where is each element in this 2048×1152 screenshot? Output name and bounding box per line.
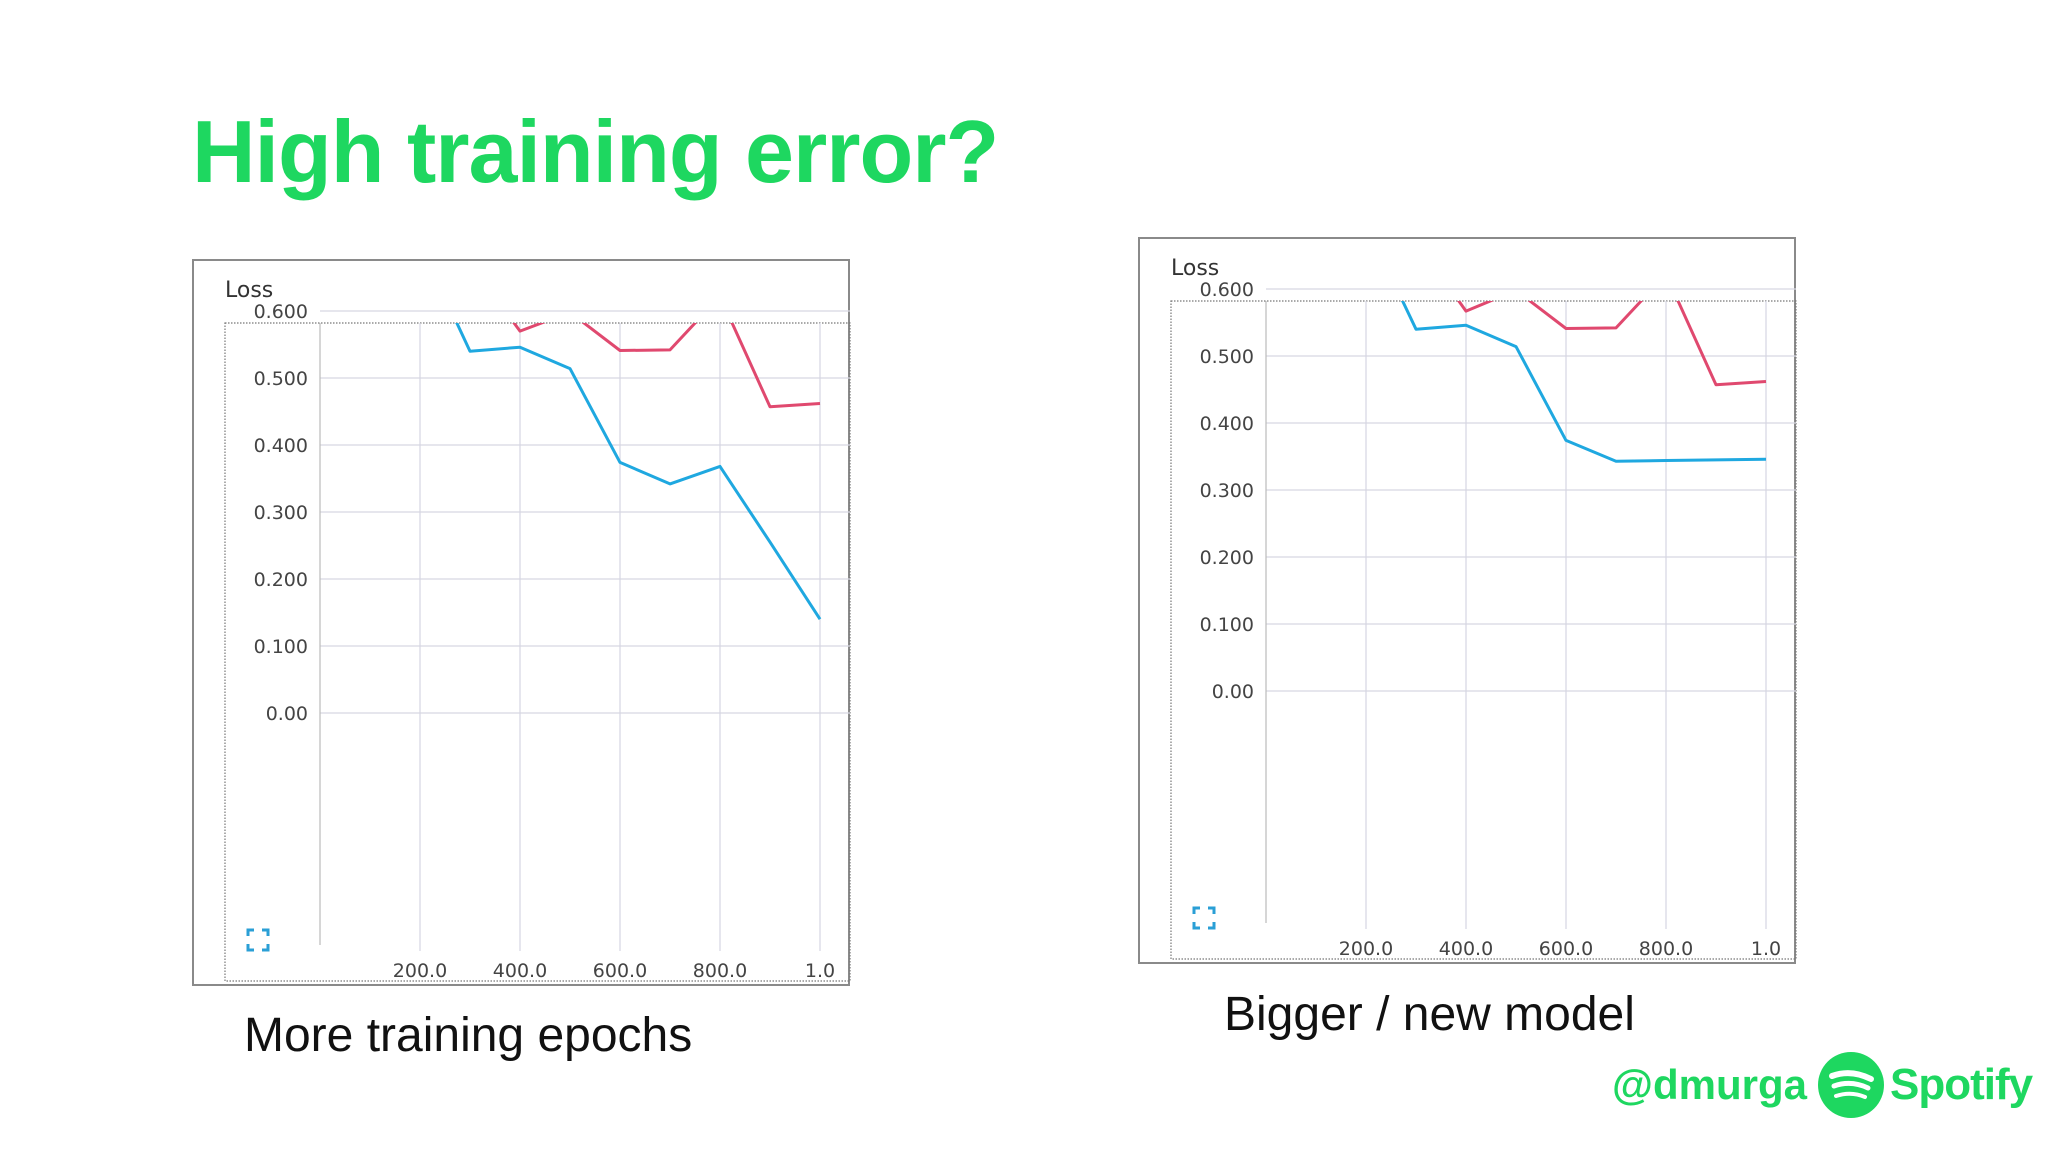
x-tick-label: 800.0 xyxy=(1639,938,1693,960)
y-tick-label: 0.500 xyxy=(254,368,308,390)
author-handle: @dmurga xyxy=(1612,1061,1807,1108)
y-tick-label: 0.500 xyxy=(1200,346,1254,368)
y-tick-label: 0.400 xyxy=(1200,413,1254,435)
loss-chart-1: 0.7000.6000.5000.4000.3000.2000.1000.002… xyxy=(224,301,851,982)
fullscreen-icon[interactable] xyxy=(1192,906,1216,930)
x-tick-label: 400.0 xyxy=(493,960,547,982)
y-tick-label: 0.00 xyxy=(1212,681,1254,703)
y-tick-label: 0.400 xyxy=(254,435,308,457)
caption-more-training-epochs: More training epochs xyxy=(244,1009,693,1062)
brand-name: Spotify xyxy=(1890,1060,2033,1109)
loss-series-line-1 xyxy=(512,323,821,409)
spotify-logo-icon xyxy=(1818,1052,1884,1118)
loss-chart-panel-1: Loss 0.7000.6000.5000.4000.3000.2000.100… xyxy=(192,259,851,986)
loss-series-line-2 xyxy=(455,323,822,621)
x-tick-label: 600.0 xyxy=(593,960,647,982)
y-tick-label: 0.00 xyxy=(266,703,308,725)
y-tick-label: 0.200 xyxy=(254,569,308,591)
y-tick-label: 0.100 xyxy=(1200,614,1254,636)
y-tick-label: 0.600 xyxy=(254,301,308,323)
y-tick-label: 0.100 xyxy=(254,636,308,658)
caption-bigger-new-model: Bigger / new model xyxy=(1224,988,1635,1041)
x-tick-label: 200.0 xyxy=(1339,938,1393,960)
y-tick-label: 0.300 xyxy=(1200,480,1254,502)
x-tick-label: 800.0 xyxy=(693,960,747,982)
loss-chart-2: 0.7000.6000.5000.4000.3000.2000.1000.002… xyxy=(1170,279,1797,960)
y-tick-label: 0.600 xyxy=(1200,279,1254,301)
spotify-brand: Spotify xyxy=(1818,1052,2033,1118)
plot-frame xyxy=(224,322,851,982)
loss-series-line-2 xyxy=(1400,301,1767,463)
y-tick-label: 0.200 xyxy=(1200,547,1254,569)
loss-chart-panel-2: Loss 0.7000.6000.5000.4000.3000.2000.100… xyxy=(1138,237,1797,964)
x-tick-label: 200.0 xyxy=(393,960,447,982)
x-tick-label: 1.0 xyxy=(805,960,835,982)
x-tick-label: 600.0 xyxy=(1539,938,1593,960)
plot-frame xyxy=(1170,300,1797,960)
slide-title: High training error? xyxy=(192,102,999,201)
y-tick-label: 0.300 xyxy=(254,502,308,524)
chart-title: Loss xyxy=(225,278,274,303)
chart-title: Loss xyxy=(1171,256,1220,281)
fullscreen-icon[interactable] xyxy=(246,928,270,952)
loss-series-line-1 xyxy=(1456,301,1767,387)
x-tick-label: 400.0 xyxy=(1439,938,1493,960)
x-tick-label: 1.0 xyxy=(1751,938,1781,960)
